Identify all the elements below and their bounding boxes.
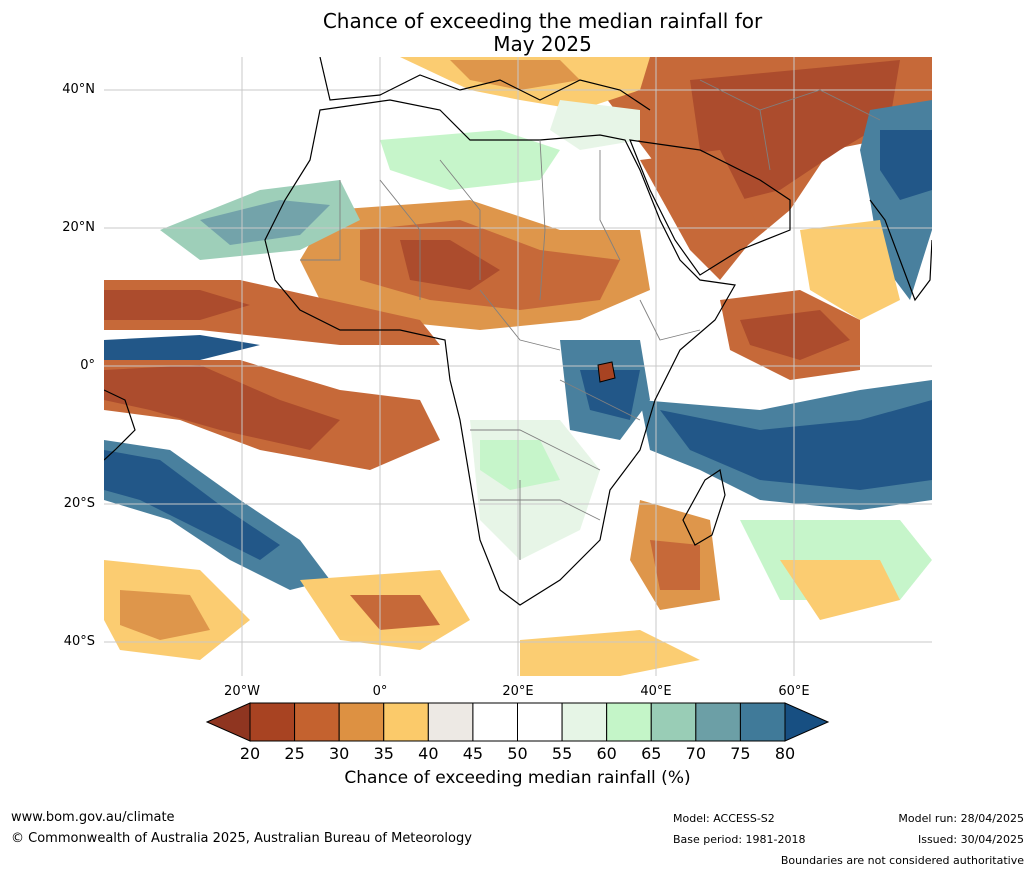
colorbar-tick-label: 25	[284, 744, 305, 763]
probability-field	[104, 57, 932, 676]
colorbar-tick-label: 60	[596, 744, 617, 763]
europe-coastline	[319, 57, 651, 111]
colorbar-tick-label: 70	[685, 744, 706, 763]
colorbar-over-triangle	[784, 702, 830, 742]
colorbar-tick-label: 35	[373, 744, 394, 763]
lat-label-40n: 40°N	[62, 82, 95, 97]
map-title-line2: May 2025	[493, 32, 592, 56]
colorbar-tick-label: 45	[462, 744, 484, 763]
lat-label-0: 0°	[80, 358, 95, 373]
colorbar-tick-label: 50	[507, 744, 528, 763]
map-title-line1: Chance of exceeding the median rainfall …	[322, 9, 763, 33]
lake-victoria	[597, 361, 616, 383]
madagascar-coastline	[682, 469, 726, 546]
arabia-coastline	[629, 139, 791, 276]
colorbar-tick-label: 75	[730, 744, 751, 763]
lon-label-60e: 60°E	[778, 684, 810, 699]
lon-label-20e: 20°E	[502, 684, 534, 699]
lat-label-40s: 40°S	[63, 634, 95, 649]
lon-label-40e: 40°E	[640, 684, 672, 699]
graticule	[104, 57, 932, 676]
colorbar-segment	[739, 702, 786, 742]
colorbar-tick-label: 80	[774, 744, 796, 763]
colorbar-segment	[517, 702, 563, 742]
colorbar-tick-label: 40	[418, 744, 439, 763]
south-america-coastline	[104, 389, 136, 461]
footer-model-run: Model run: 28/04/2025	[898, 812, 1024, 825]
footer-issued: Issued: 30/04/2025	[917, 833, 1024, 846]
country-borders	[300, 79, 881, 560]
colorbar-segment	[294, 702, 340, 742]
colorbar-under-triangle	[205, 702, 251, 742]
colorbar-segment	[472, 702, 518, 742]
colorbar-label: Chance of exceeding median rainfall (%)	[344, 768, 691, 788]
colorbar-segment	[561, 702, 608, 742]
colorbar-segment	[338, 702, 385, 742]
footer-copyright: © Commonwealth of Australia 2025, Austra…	[11, 831, 472, 846]
colorbar-segment	[249, 702, 296, 742]
colorbar-tick-label: 20	[239, 744, 261, 763]
colorbar-segment	[695, 702, 741, 742]
lon-label-0: 0°	[372, 684, 388, 699]
colorbar-segment	[606, 702, 652, 742]
footer-url: www.bom.gov.au/climate	[11, 810, 175, 825]
colorbar-segment	[383, 702, 429, 742]
colorbar-segment	[427, 702, 474, 742]
lat-label-20s: 20°S	[63, 496, 95, 511]
colorbar-tick-label: 65	[641, 744, 662, 763]
footer-base-period: Base period: 1981-2018	[673, 833, 806, 846]
colorbar-tick-label: 55	[551, 744, 573, 763]
colorbar-tick-label: 30	[328, 744, 350, 763]
footer-model: Model: ACCESS-S2	[673, 812, 775, 825]
india-coastline	[869, 199, 932, 302]
africa-coastline	[264, 99, 736, 606]
lon-label-20w: 20°W	[224, 684, 260, 699]
colorbar-segment	[650, 702, 697, 742]
lat-label-20n: 20°N	[62, 220, 95, 235]
footer-disclaimer: Boundaries are not considered authoritat…	[780, 854, 1024, 867]
